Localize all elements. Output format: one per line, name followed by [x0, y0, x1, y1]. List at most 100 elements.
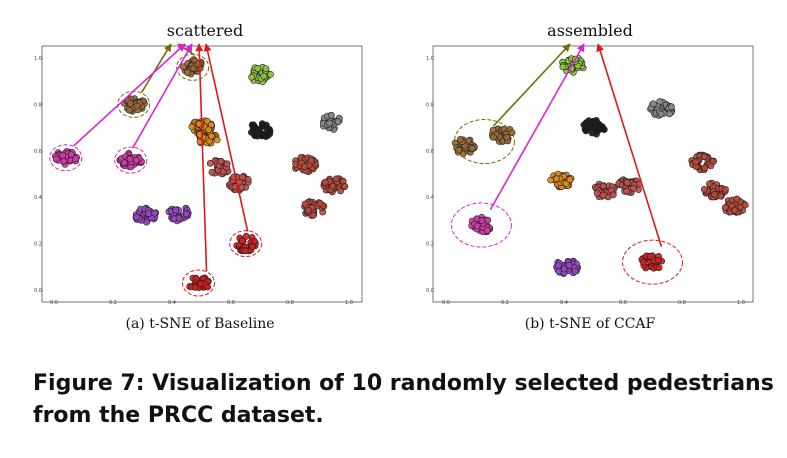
scatter-point-olive: [503, 133, 511, 141]
scatter-point-brown-red-2: [692, 158, 700, 166]
scatter-point-gray: [650, 100, 657, 108]
scatter-point-magenta: [60, 157, 68, 165]
y-tick-label: 1.0: [426, 56, 434, 62]
scatter-point-red: [192, 275, 200, 282]
highlight-outlines: [450, 119, 683, 285]
cluster-points: [451, 55, 749, 277]
scatter-point-olive: [125, 106, 133, 114]
scatter-point-olive: [468, 144, 476, 152]
panel-subcaption: (b) t-SNE of CCAF: [525, 316, 656, 332]
scatter-point-red: [242, 232, 250, 240]
scatter-point-red: [204, 283, 211, 291]
scatter-point-gray: [327, 111, 335, 119]
scatter-point-red: [646, 252, 654, 260]
scatter-point-brown-red-2: [741, 201, 749, 209]
y-tick-label: 0.8: [426, 102, 434, 108]
scatter-point-black: [258, 132, 266, 140]
y-tick-label: 0.2: [426, 242, 434, 248]
highlight-ellipse: [114, 146, 148, 174]
scatter-point-brown-red-1: [239, 173, 246, 181]
x-tick-label: 1.0: [737, 300, 745, 306]
scatter-point-black: [594, 120, 602, 128]
scatter-point-brown-red-1: [599, 182, 607, 190]
y-tick-label: 0.2: [34, 242, 42, 248]
x-tick-label: 0.6: [619, 300, 627, 306]
highlight-ellipse: [453, 119, 515, 165]
scatter-point-red: [191, 283, 199, 291]
scatter-point-orange: [553, 175, 560, 183]
arrow-line: [195, 43, 208, 272]
scatter-point-red: [655, 256, 662, 264]
scatter-point-red: [640, 258, 647, 266]
caption-line: from the PRCC dataset.: [33, 403, 324, 428]
highlight-ellipse: [182, 269, 216, 297]
scatter-point-orange: [547, 176, 555, 184]
x-tick-label: 0.0: [50, 300, 58, 306]
scatter-point-red: [248, 243, 256, 251]
y-tick-label: 0.8: [34, 102, 42, 108]
scatter-point-purple: [170, 215, 178, 223]
scatter-point-brown-red-2: [304, 207, 312, 214]
scatter-point-magenta: [120, 159, 128, 167]
scatter-point-gray: [668, 103, 675, 111]
scatter-point-olive: [184, 69, 191, 76]
scatter-point-brown-red-2: [316, 200, 324, 207]
scatter-point-brown-red-2: [706, 180, 713, 188]
x-tick-label: 0.8: [678, 300, 686, 306]
scatter-point-green: [260, 72, 268, 80]
y-tick-label: 1.0: [34, 56, 42, 62]
scatter-point-orange: [188, 123, 196, 131]
x-tick-label: 0.6: [227, 300, 235, 306]
scatter-point-brown-red-1: [238, 183, 246, 191]
arrow-line: [73, 43, 186, 147]
y-tick-label: 0.4: [34, 195, 42, 201]
x-tick-label: 0.0: [442, 300, 450, 306]
x-tick-label: 0.2: [109, 300, 117, 306]
scatter-point-purple: [571, 267, 579, 275]
scatter-point-magenta: [483, 227, 491, 234]
scatter-point-magenta: [478, 217, 486, 224]
x-tick-label: 0.8: [286, 300, 294, 306]
panel-title: assembled: [547, 21, 633, 40]
scatter-point-orange: [213, 136, 221, 144]
scatter-point-olive: [133, 102, 141, 110]
scatter-point-purple: [151, 209, 158, 217]
plot-frame: [41, 45, 363, 303]
y-tick-label: 0.6: [34, 149, 42, 155]
panel-subcaption: (a) t-SNE of Baseline: [125, 316, 274, 332]
arrows: [489, 43, 663, 247]
highlight-ellipse: [49, 144, 83, 172]
scatter-point-purple: [560, 265, 568, 273]
scatter-point-green: [267, 71, 274, 78]
scatter-point-magenta: [67, 151, 75, 158]
scatter-point-purple: [145, 210, 152, 217]
scatter-point-magenta: [132, 156, 140, 164]
scatter-point-magenta: [72, 155, 79, 163]
scatter-point-brown-red-2: [332, 175, 340, 183]
scatter-point-orange: [207, 132, 215, 140]
scatter-point-black: [266, 127, 274, 135]
scatter-point-olive: [194, 60, 202, 68]
arrow-line: [140, 43, 172, 93]
scatter-point-purple: [172, 206, 180, 214]
scatter-point-magenta: [59, 152, 67, 159]
scatter-point-purple: [565, 261, 573, 269]
arrows: [73, 43, 249, 272]
scatter-point-brown-red-2: [329, 182, 337, 190]
scatter-point-brown-red-2: [733, 195, 741, 203]
scatter-point-purple: [133, 213, 140, 221]
scatter-point-green: [254, 65, 262, 72]
x-tick-label: 0.2: [501, 300, 509, 306]
scatter-point-purple: [182, 210, 190, 218]
scatter-point-brown-red-1: [609, 191, 617, 199]
scatter-point-red: [238, 237, 246, 245]
scatter-point-brown-red-1: [593, 189, 601, 197]
y-tick-label: 0.0: [426, 288, 434, 294]
cluster-points: [52, 56, 349, 291]
scatter-point-gray: [326, 119, 333, 127]
scatter-point-purple: [554, 262, 562, 269]
scatter-point-brown-red-1: [217, 157, 225, 165]
scatter-point-black: [600, 126, 608, 134]
highlight-ellipse: [450, 202, 512, 248]
scatter-point-brown-red-1: [623, 179, 631, 187]
